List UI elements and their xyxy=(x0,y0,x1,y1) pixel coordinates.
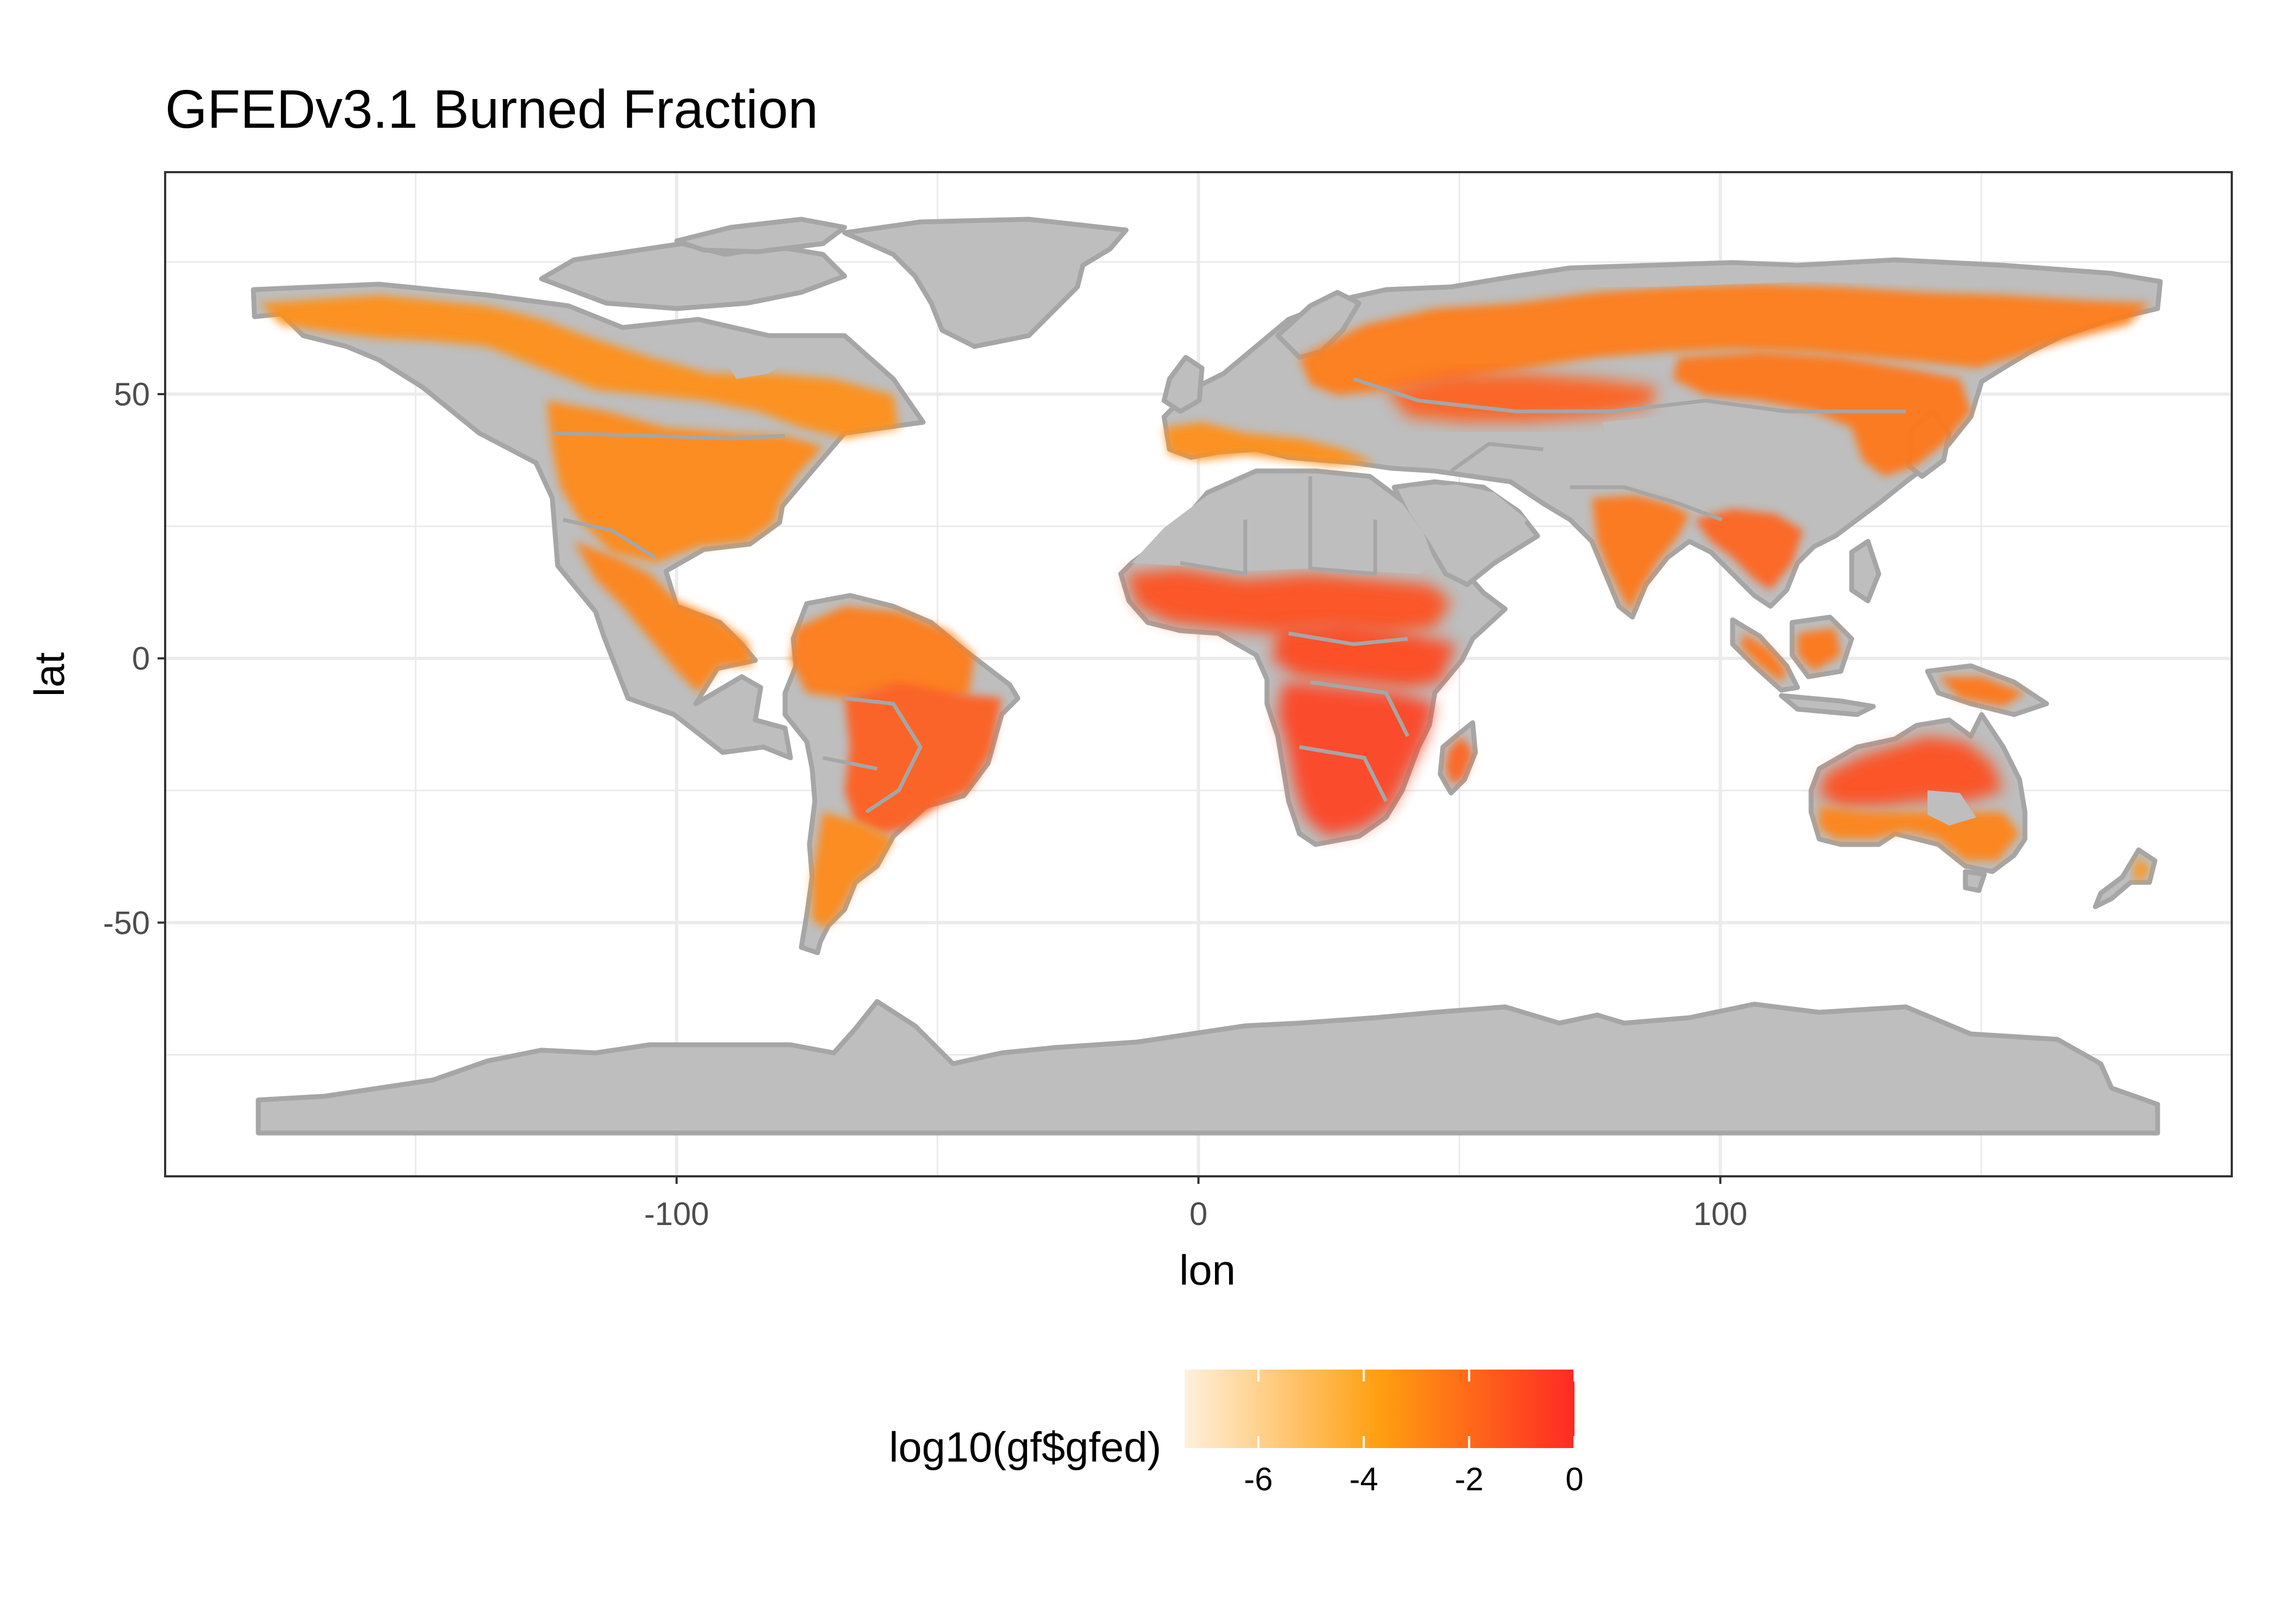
land-canadian-arctic xyxy=(539,241,847,311)
patch-central-asia-desert xyxy=(1603,417,1852,503)
fire-region-3 xyxy=(790,606,975,704)
fire-region-6 xyxy=(1164,422,1375,466)
border-south-america xyxy=(822,696,923,814)
legend-colorbar xyxy=(1185,1370,1574,1448)
fire-region-10 xyxy=(1446,736,1473,785)
fire-region-16 xyxy=(1741,628,2025,706)
y-tick-label: 0 xyxy=(132,640,150,677)
patch-sahara xyxy=(1132,476,1435,574)
x-axis-ticks: -100 0 100 xyxy=(644,1176,1747,1232)
fire-region-11 xyxy=(1299,284,2149,395)
legend-tick-label: 0 xyxy=(1565,1461,1583,1497)
land-greenland xyxy=(842,217,1129,349)
patch-australia-desert xyxy=(1927,790,1976,826)
y-tick-label: 50 xyxy=(114,376,150,412)
x-tick-label: 100 xyxy=(1693,1196,1747,1232)
plot-title: GFEDv3.1 Burned Fraction xyxy=(165,79,819,140)
fire-region-17 xyxy=(1819,736,2003,807)
x-axis-title: lon xyxy=(1179,1246,1236,1294)
land-antarctica xyxy=(256,999,2160,1136)
x-tick-label: 0 xyxy=(1190,1196,1207,1232)
land-java xyxy=(1779,693,1876,717)
legend-tick-label: -6 xyxy=(1244,1461,1273,1497)
fire-region-7 xyxy=(1126,568,1451,633)
border-africa xyxy=(1180,476,1410,802)
y-axis-ticks: -50 0 50 xyxy=(103,376,165,941)
fire-region-0 xyxy=(260,295,899,438)
land-ellesmere xyxy=(674,217,847,254)
fire-region-15 xyxy=(1695,509,1803,590)
land-philippines xyxy=(1849,539,1881,604)
legend-tick-label: -4 xyxy=(1349,1461,1378,1497)
no-fire-patches xyxy=(720,265,2030,826)
fire-region-19 xyxy=(2133,858,2149,880)
land-british-isles xyxy=(1161,355,1205,414)
fire-region-5 xyxy=(812,812,893,928)
land-tasmania xyxy=(1963,869,1987,893)
fire-region-18 xyxy=(1819,807,2020,861)
country-borders xyxy=(552,377,1906,814)
legend-title: log10(gf$gfed) xyxy=(889,1423,1161,1471)
y-tick-label: -50 xyxy=(103,905,150,941)
fire-region-9 xyxy=(1278,682,1435,836)
patch-arctic-russia xyxy=(1570,265,2030,287)
border-us-canada xyxy=(552,431,786,441)
fire-region-1 xyxy=(547,401,823,563)
burned-fraction-overlay xyxy=(260,284,2149,928)
patch-arabia xyxy=(1408,484,1527,568)
fire-region-4 xyxy=(845,682,1002,834)
colorbar-legend: log10(gf$gfed) -6 -4 -2 0 xyxy=(889,1370,1584,1497)
patch-canadian-shield xyxy=(720,346,790,379)
y-axis-title: lat xyxy=(25,652,73,697)
fire-region-2 xyxy=(574,541,753,693)
fire-region-14 xyxy=(1592,495,1689,612)
border-us-mexico xyxy=(563,518,656,559)
legend-ticks: -6 -4 -2 0 xyxy=(1244,1370,1584,1497)
border-eurasia xyxy=(1352,377,1906,522)
fire-region-13 xyxy=(1673,352,1971,476)
x-tick-label: -100 xyxy=(644,1196,709,1232)
legend-tick-label: -2 xyxy=(1455,1461,1484,1497)
